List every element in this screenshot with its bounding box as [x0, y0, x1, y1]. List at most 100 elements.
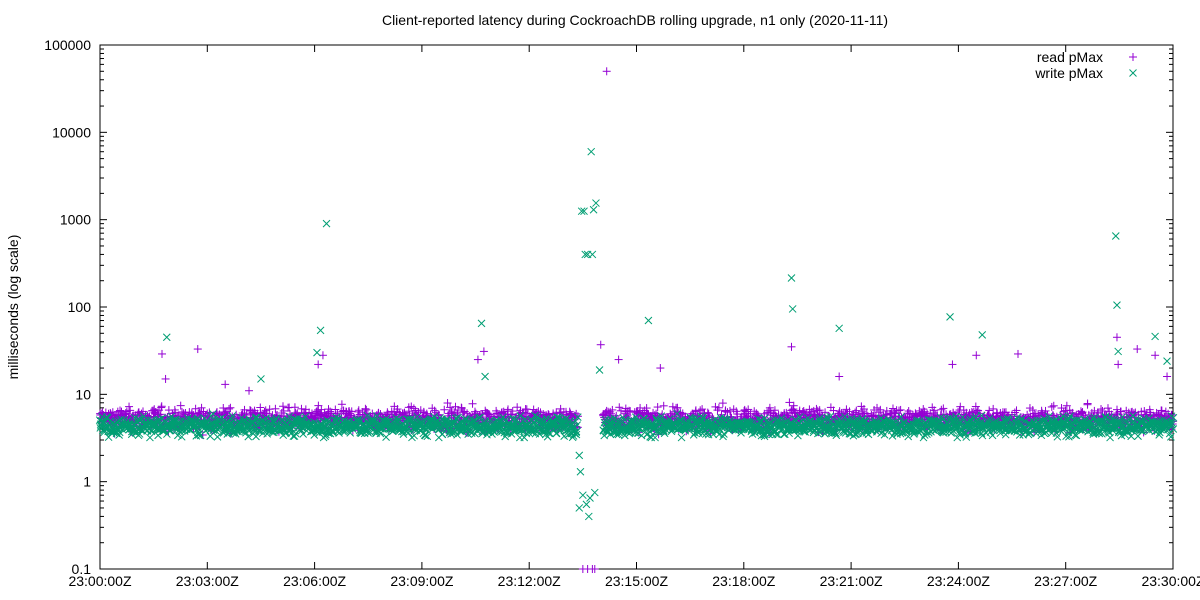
read-baseline-point — [125, 402, 134, 411]
y-tick-label: 10000 — [52, 124, 91, 140]
read-baseline-point — [468, 399, 477, 408]
read-pmax-point — [193, 345, 202, 354]
read-pmax-point — [948, 360, 957, 369]
read-baseline-point — [718, 399, 727, 408]
read-pmax-point — [1163, 372, 1172, 381]
write-baseline-point — [988, 431, 997, 440]
read-baseline-point — [226, 403, 235, 412]
x-tick-label: 23:30:00Z — [1141, 573, 1200, 589]
read-pmax-point — [314, 360, 323, 369]
read-baseline-point — [1049, 401, 1058, 410]
write-pmax-point — [644, 316, 653, 325]
x-tick-label: 23:03:00Z — [176, 573, 239, 589]
write-pmax-point — [592, 199, 600, 207]
write-pmax-point — [481, 372, 489, 381]
write-pmax-point — [590, 488, 599, 497]
read-pmax-point — [1133, 345, 1142, 354]
write-baseline-point — [146, 433, 154, 442]
write-pmax-point — [1111, 232, 1120, 240]
x-tick-label: 23:09:00Z — [390, 573, 453, 589]
write-pmax-point — [1151, 332, 1159, 341]
read-baseline-point — [278, 402, 287, 411]
read-baseline-point — [191, 404, 200, 413]
read-baseline-point — [956, 402, 965, 411]
read-baseline-point — [354, 406, 363, 415]
x-tick-label: 23:24:00Z — [927, 573, 990, 589]
write-pmax-point — [322, 219, 331, 228]
read-pmax-point — [787, 342, 796, 351]
write-pmax-point — [477, 319, 486, 328]
read-pmax-point — [614, 355, 623, 364]
read-baseline-point — [989, 404, 998, 413]
read-baseline-point — [126, 406, 135, 415]
read-pmax-point — [602, 67, 611, 76]
write-pmax-point — [316, 326, 325, 335]
write-pmax-point — [257, 375, 265, 383]
write-pmax-point — [588, 250, 597, 259]
write-pmax-point — [1113, 301, 1121, 310]
read-baseline-point — [219, 404, 228, 413]
write-baseline-point — [677, 433, 686, 442]
y-tick-label: 100 — [68, 299, 92, 315]
write-pmax-point — [584, 512, 593, 521]
write-baseline-point — [1106, 433, 1114, 442]
data-points — [157, 67, 1172, 573]
read-pmax-point — [479, 347, 488, 356]
read-pmax-point — [157, 349, 166, 358]
read-pmax-point — [1151, 351, 1160, 360]
x-tick-label: 23:15:00Z — [605, 573, 668, 589]
y-tick-label: 1 — [83, 474, 91, 490]
read-baseline-point — [659, 401, 668, 410]
chart-title: Client-reported latency during Cockroach… — [382, 12, 888, 28]
baseline-noise-points — [95, 398, 1178, 442]
read-baseline-point — [116, 406, 125, 415]
write-baseline-point — [720, 430, 728, 438]
read-baseline-point — [171, 408, 180, 417]
read-baseline-point — [1083, 399, 1092, 408]
read-pmax-point — [1114, 360, 1123, 369]
y-tick-label: 1000 — [60, 212, 91, 228]
read-pmax-point — [161, 374, 170, 383]
write-baseline-point — [290, 432, 299, 441]
read-baseline-point — [896, 405, 905, 414]
read-pmax-point — [1112, 333, 1121, 342]
write-pmax-point — [576, 467, 585, 476]
legend-marker-cross — [1129, 69, 1137, 77]
write-pmax-point — [1163, 357, 1171, 365]
x-tick-label: 23:00:00Z — [68, 573, 131, 589]
write-pmax-point — [835, 324, 844, 333]
read-baseline-point — [199, 407, 208, 416]
x-tick-label: 23:12:00Z — [498, 573, 561, 589]
write-pmax-point — [978, 330, 987, 339]
legend-label: write pMax — [1034, 65, 1103, 81]
read-pmax-point — [656, 364, 665, 373]
write-pmax-point — [1114, 347, 1123, 356]
read-pmax-point — [1014, 349, 1023, 358]
write-pmax-point — [787, 274, 796, 282]
read-baseline-point — [971, 402, 980, 411]
legend-marker-plus — [1129, 53, 1137, 61]
read-baseline-point — [653, 403, 662, 412]
read-pmax-point — [245, 386, 254, 395]
write-pmax-point — [595, 366, 604, 374]
x-tick-label: 23:21:00Z — [820, 573, 883, 589]
read-pmax-point — [972, 351, 981, 360]
read-pmax-point — [596, 340, 605, 349]
read-baseline-point — [362, 405, 371, 414]
write-pmax-point — [582, 500, 591, 509]
y-tick-label: 100000 — [44, 37, 91, 53]
x-tick-label: 23:18:00Z — [712, 573, 775, 589]
write-pmax-point — [575, 451, 584, 460]
read-baseline-point — [1047, 402, 1056, 411]
write-pmax-point — [575, 504, 584, 512]
read-baseline-point — [615, 403, 624, 412]
y-axis-title: milliseconds (log scale) — [5, 235, 21, 380]
legend-label: read pMax — [1037, 49, 1103, 65]
write-pmax-point — [162, 333, 171, 342]
y-tick-label: 10 — [75, 386, 91, 402]
read-pmax-point — [835, 372, 844, 381]
